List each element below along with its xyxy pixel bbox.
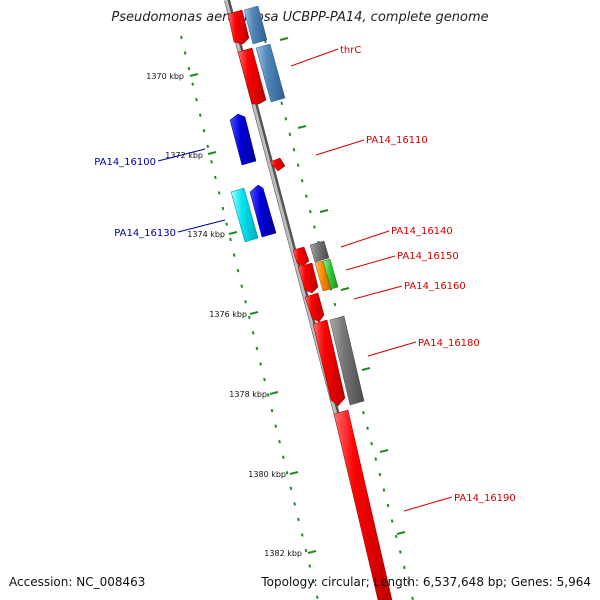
- label-leader: [315, 139, 365, 156]
- gene-thrc-partial[interactable]: [227, 9, 250, 45]
- gene-label[interactable]: thrC: [340, 45, 361, 56]
- gene-red-1[interactable]: [237, 47, 267, 105]
- map-title: Pseudomonas aeruginosa UCBPP-PA14, compl…: [111, 10, 489, 25]
- ruler-track: [180, 35, 319, 600]
- label-leader: [157, 148, 206, 162]
- ruler-label: 1372 kbp: [165, 151, 203, 160]
- gene-label[interactable]: PA14_16190: [454, 493, 516, 504]
- gene-label[interactable]: PA14_16100: [94, 157, 156, 168]
- gene-pa14-16160[interactable]: [304, 292, 325, 323]
- ruler-major-tick: [269, 391, 279, 395]
- gene-label[interactable]: PA14_16110: [366, 135, 428, 146]
- genome-info-text: Topology: circular; Length: 6,537,648 bp…: [261, 575, 591, 589]
- outer-major-tick: [297, 125, 307, 129]
- gene-green-small[interactable]: [322, 258, 339, 290]
- outer-major-tick: [340, 287, 350, 291]
- label-leader: [340, 230, 390, 248]
- label-leader: [403, 496, 453, 512]
- ruler-major-tick: [289, 471, 299, 475]
- gene-pa14-16190[interactable]: [333, 409, 393, 600]
- ruler-label: 1376 kbp: [209, 310, 247, 319]
- ruler-major-tick: [249, 311, 259, 315]
- ruler-label: 1374 kbp: [187, 230, 225, 239]
- outer-major-tick: [396, 531, 406, 535]
- gene-pa14-16140[interactable]: [309, 240, 330, 263]
- ruler-major-tick: [189, 73, 199, 77]
- label-leader: [367, 341, 417, 357]
- accession-text: Accession: NC_008463: [9, 575, 146, 589]
- ruler-major-tick: [307, 550, 317, 554]
- gene-label[interactable]: PA14_16140: [391, 226, 453, 237]
- outer-major-tick: [279, 37, 289, 41]
- gene-label[interactable]: PA14_16150: [397, 251, 459, 262]
- ruler-label: 1378 kbp: [229, 390, 267, 399]
- outer-major-tick: [319, 209, 329, 213]
- gene-thrc[interactable]: [255, 43, 286, 103]
- ruler-label: 1380 kbp: [248, 470, 286, 479]
- gene-pa14-16130[interactable]: [230, 187, 259, 243]
- outer-major-tick: [379, 449, 389, 453]
- gene-steelblue-top[interactable]: [243, 5, 268, 45]
- gene-pa14-16180[interactable]: [329, 315, 365, 406]
- label-leader: [345, 255, 396, 271]
- gene-label[interactable]: PA14_16180: [418, 338, 480, 349]
- outer-major-tick: [361, 367, 371, 371]
- gene-label[interactable]: PA14_16130: [114, 228, 176, 239]
- ruler-label: 1382 kbp: [264, 549, 302, 558]
- gene-blue-small[interactable]: [249, 184, 277, 238]
- gene-red-2[interactable]: [292, 246, 310, 267]
- ruler-major-tick: [207, 151, 217, 155]
- ruler-label: 1370 kbp: [146, 72, 184, 81]
- gene-label[interactable]: PA14_16160: [404, 281, 466, 292]
- label-leader: [177, 219, 226, 233]
- label-leader: [353, 285, 403, 300]
- gene-red-3[interactable]: [297, 262, 319, 294]
- gene-pa14-16110[interactable]: [269, 157, 286, 172]
- gene-pa14-16170[interactable]: [312, 319, 346, 407]
- label-leader: [290, 48, 339, 67]
- gene-pa14-16100[interactable]: [229, 113, 257, 166]
- ruler-major-tick: [228, 231, 238, 235]
